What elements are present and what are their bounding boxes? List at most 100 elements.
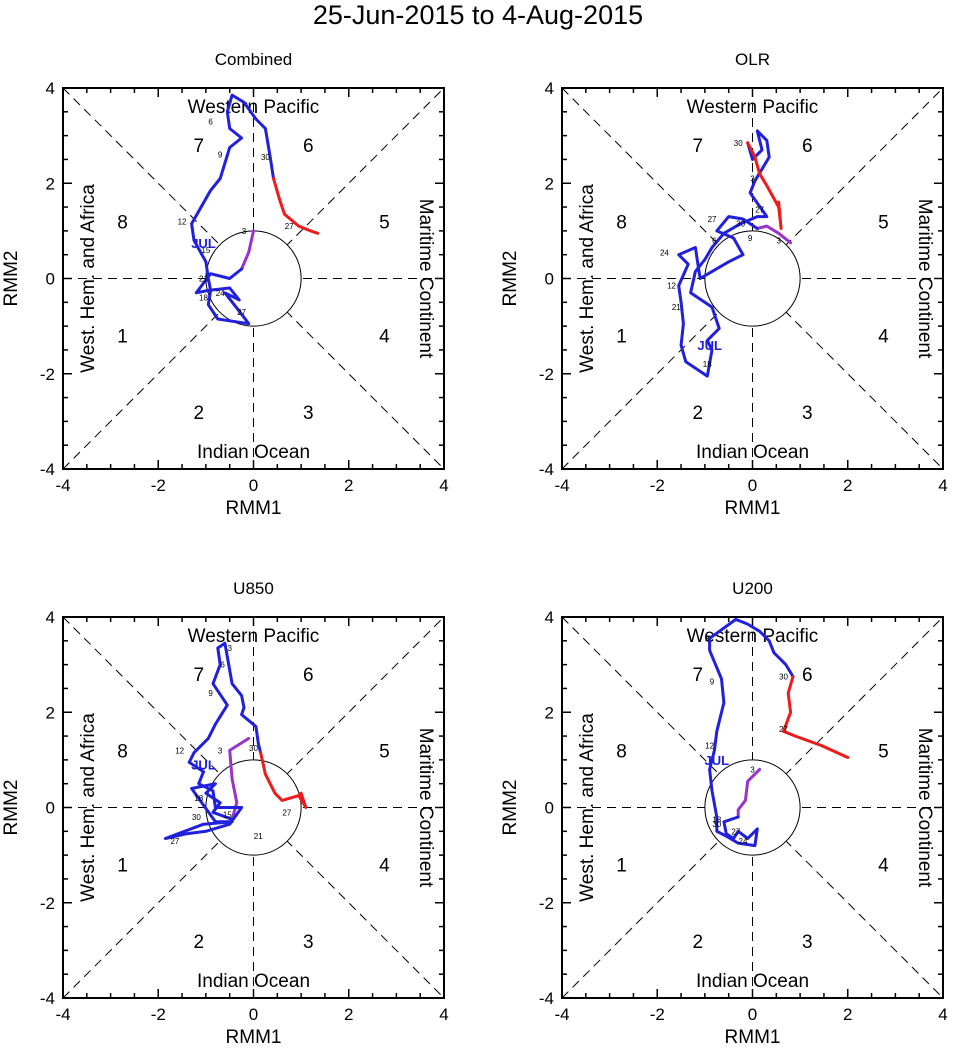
y-axis-label: RMM2 (500, 251, 521, 307)
region-label-west-hem-africa: West. Hem. and Africa (577, 713, 598, 902)
phase-number: 3 (802, 403, 813, 424)
unit-circle (704, 230, 801, 327)
region-label-indian-ocean: Indian Ocean (696, 971, 809, 992)
series-line-jul (190, 93, 275, 326)
phase-number: 6 (303, 136, 314, 157)
phase-number: 3 (303, 932, 314, 953)
x-axis-label: RMM1 (725, 498, 781, 519)
y-axis-label: RMM2 (500, 780, 521, 836)
panel-u850: U850 -4-4 -2 -2 0 0 2 2 4 4 RMM1 RMM2 Western Pacifi… (1, 579, 449, 1048)
panel-title: OLR (735, 50, 770, 69)
day-label: 21 (672, 303, 681, 312)
y-tick-label: 4 (545, 79, 554, 98)
panel-title: Combined (215, 50, 293, 69)
region-label-indian-ocean: Indian Ocean (696, 442, 809, 463)
day-label: 30 (261, 153, 270, 162)
day-label: 12 (667, 282, 676, 291)
unit-circle (704, 759, 801, 856)
day-label: 30 (712, 820, 721, 829)
series-line-aug (746, 141, 783, 230)
y-tick-label: 2 (545, 703, 554, 722)
day-label: 3 (218, 746, 223, 755)
phase-number: 8 (616, 741, 627, 762)
x-tick-label: 4 (938, 1005, 947, 1024)
day-label: 27 (170, 837, 179, 846)
y-tick-label: -4 (539, 989, 554, 1008)
y-tick-label: 4 (46, 608, 55, 627)
phase-number: 1 (616, 856, 627, 877)
y-tick-label: 2 (46, 703, 55, 722)
region-label-western-pacific: Western Pacific (188, 626, 320, 647)
day-label: 24 (739, 837, 748, 846)
phase-number: 8 (616, 212, 627, 233)
y-tick-label: 2 (46, 174, 55, 193)
day-label: 30 (249, 744, 258, 753)
x-tick-label: 0 (748, 476, 757, 495)
y-tick-label: -2 (40, 365, 55, 384)
series-line-jun (240, 229, 255, 271)
y-tick-label: -2 (539, 365, 554, 384)
day-label: 9 (208, 689, 213, 698)
x-tick-label: -2 (151, 1005, 166, 1024)
day-label: 6 (208, 117, 213, 126)
day-label: 3 (776, 236, 781, 245)
figure-title: 25-Jun-2015 to 4-Aug-2015 (312, 0, 644, 30)
x-tick-label: 0 (249, 1005, 258, 1024)
day-label: 30 (734, 139, 743, 148)
phase-number: 7 (692, 665, 703, 686)
day-label: 27 (779, 725, 788, 734)
phase-number: 4 (379, 327, 390, 348)
phase-number: 4 (878, 856, 889, 877)
phase-number: 3 (303, 403, 314, 424)
y-tick-label: -2 (539, 894, 554, 913)
phase-number: 6 (802, 136, 813, 157)
y-tick-label: -2 (40, 894, 55, 913)
region-label-maritime-continent: Maritime Continent (914, 199, 935, 359)
day-label: 3 (242, 227, 247, 236)
region-label-western-pacific: Western Pacific (687, 97, 819, 118)
day-label: 12 (178, 217, 187, 226)
region-label-west-hem-africa: West. Hem. and Africa (78, 713, 99, 902)
series-line-jul (163, 641, 263, 840)
y-tick-label: 4 (545, 608, 554, 627)
day-label: 3 (750, 765, 755, 774)
x-tick-label: 4 (439, 476, 448, 495)
x-tick-label: -2 (151, 476, 166, 495)
month-label: JUL (191, 758, 216, 773)
day-label: 9 (710, 677, 715, 686)
month-label: JUL (705, 753, 730, 768)
x-axis-label: RMM1 (226, 498, 282, 519)
unit-circle (205, 230, 302, 327)
x-tick-label: 4 (938, 476, 947, 495)
y-tick-label: 0 (545, 270, 554, 289)
phase-number: 7 (193, 136, 204, 157)
day-label: 3 (750, 174, 755, 183)
series-line-aug (782, 675, 850, 759)
phase-number: 2 (193, 932, 204, 953)
day-label: 27 (708, 215, 717, 224)
x-tick-label: -4 (554, 1005, 569, 1024)
region-label-maritime-continent: Maritime Continent (415, 728, 436, 888)
series-line-jul (708, 617, 795, 848)
day-label: 30 (779, 673, 788, 682)
day-label: 30 (736, 220, 745, 229)
day-label: 18 (194, 794, 203, 803)
phase-number: 1 (117, 327, 128, 348)
day-label: 21 (199, 275, 208, 284)
x-tick-label: -4 (55, 1005, 70, 1024)
phase-number: 4 (379, 856, 390, 877)
day-label: 6 (712, 236, 717, 245)
region-label-west-hem-africa: West. Hem. and Africa (577, 184, 598, 373)
phase-number: 3 (802, 932, 813, 953)
day-label: 9 (748, 234, 753, 243)
region-label-western-pacific: Western Pacific (188, 97, 320, 118)
day-label: 6 (220, 661, 225, 670)
x-tick-label: 2 (344, 476, 353, 495)
series-line-jun (736, 767, 762, 819)
x-tick-label: 0 (748, 1005, 757, 1024)
day-label: 12 (705, 742, 714, 751)
phase-number: 5 (379, 212, 390, 233)
x-tick-label: 4 (439, 1005, 448, 1024)
phase-number: 5 (878, 212, 889, 233)
